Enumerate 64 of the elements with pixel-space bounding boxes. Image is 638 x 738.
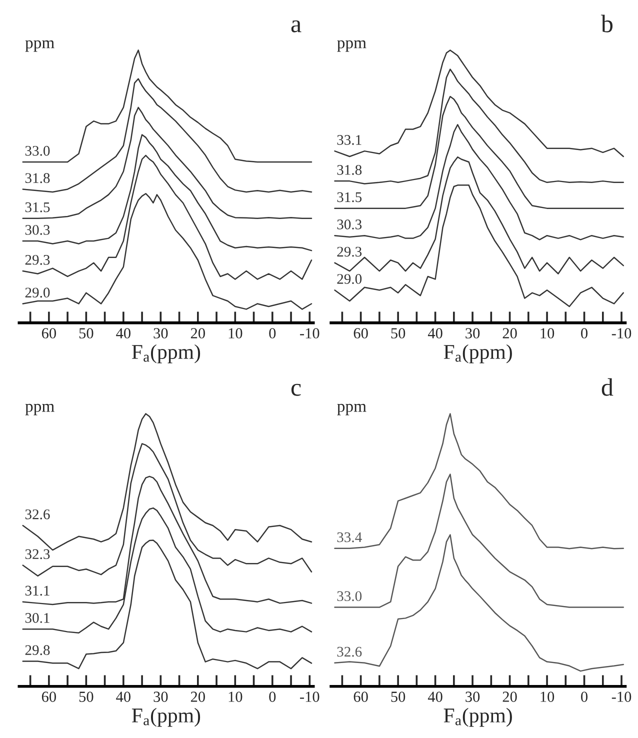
series-label: 31.8 — [337, 164, 362, 175]
x-tick-label: 40 — [116, 692, 130, 702]
x-tick-label: -10 — [300, 328, 320, 338]
x-tick-label: 30 — [154, 328, 168, 338]
series-label: 29.3 — [337, 246, 362, 257]
x-tick-label: 50 — [391, 328, 406, 338]
x-tick-label: 40 — [116, 328, 130, 338]
series-label: 32.6 — [25, 509, 50, 520]
annotation: ppm — [25, 404, 54, 416]
chart-title: c — [291, 384, 301, 396]
series-label: 32.6 — [337, 646, 362, 657]
x-tick-label: 10 — [228, 328, 242, 338]
x-tick-label: 50 — [79, 328, 94, 338]
series-label: 32.3 — [25, 549, 50, 560]
annotation: ppm — [25, 40, 54, 52]
x-tick-label: 0 — [581, 328, 588, 338]
series-label: 33.1 — [337, 135, 362, 145]
series-label: 31.5 — [337, 192, 362, 202]
series-label: 33.4 — [337, 532, 362, 542]
x-axis-title: F$_{a}$(ppm) — [132, 344, 200, 364]
chart-title: a — [291, 20, 302, 32]
x-tick-label: 60 — [42, 692, 56, 702]
x-tick-label: 20 — [502, 692, 517, 702]
x-axis-title: F$_{a}$(ppm) — [132, 708, 200, 727]
series-label: 30.3 — [25, 224, 50, 235]
x-tick-label: 0 — [269, 328, 276, 338]
series-label: 29.0 — [337, 274, 362, 284]
chart-title: b — [600, 14, 613, 32]
series-label: 29.0 — [25, 288, 50, 298]
series-label: 30.3 — [337, 220, 362, 230]
x-tick-label: 40 — [428, 692, 442, 702]
x-tick-label: 60 — [354, 328, 368, 338]
series-label: 33.0 — [337, 591, 362, 602]
series-label: 31.8 — [25, 173, 50, 184]
annotation: ppm — [337, 404, 366, 416]
x-tick-label: 0 — [581, 692, 588, 702]
x-tick-label: 60 — [354, 692, 368, 702]
x-axis-title: F$_{a}$(ppm) — [444, 344, 512, 364]
x-tick-label: 50 — [79, 692, 94, 702]
x-tick-label: -10 — [612, 692, 632, 702]
x-tick-label: 10 — [228, 692, 242, 702]
series-label: 29.3 — [25, 254, 50, 265]
x-tick-label: 30 — [466, 692, 480, 702]
x-tick-label: 40 — [428, 328, 442, 338]
series-label: 31.1 — [25, 586, 50, 596]
x-tick-label: 20 — [190, 692, 205, 702]
series-label: 31.5 — [25, 202, 50, 212]
annotation: ppm — [337, 40, 366, 52]
series-label: 29.8 — [25, 645, 50, 656]
x-tick-label: 30 — [466, 328, 480, 338]
x-tick-label: -10 — [612, 328, 632, 338]
x-tick-label: 10 — [540, 328, 554, 338]
chart-title: d — [602, 378, 614, 396]
x-tick-label: 20 — [502, 328, 517, 338]
series-label: 33.0 — [25, 146, 50, 156]
x-tick-label: 0 — [269, 692, 276, 702]
x-tick-label: 50 — [391, 692, 406, 702]
x-tick-label: -10 — [300, 692, 320, 702]
x-tick-label: 60 — [42, 328, 56, 338]
x-tick-label: 10 — [540, 692, 554, 702]
series-label: 30.1 — [25, 613, 50, 623]
x-tick-label: 30 — [154, 692, 168, 702]
x-tick-label: 20 — [190, 328, 205, 338]
x-axis-title: F$_{a}$(ppm) — [444, 708, 512, 727]
